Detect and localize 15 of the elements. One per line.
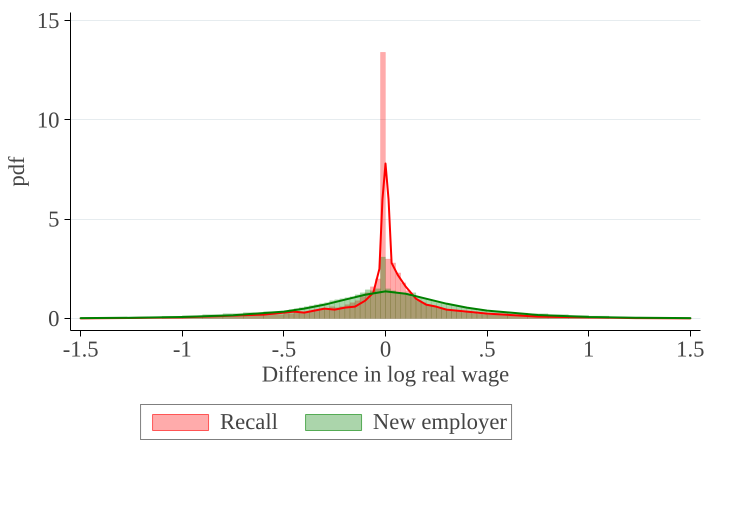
y-tick-label: 0 xyxy=(48,306,60,332)
x-tick-label: -1 xyxy=(172,336,192,362)
y-tick-label: 10 xyxy=(36,107,60,132)
legend-label: New employer xyxy=(372,409,507,435)
legend-label: Recall xyxy=(220,409,278,435)
x-axis-title: Difference in log real wage xyxy=(262,362,510,386)
x-tick-label: -.5 xyxy=(272,336,296,362)
x-tick-label: -1.5 xyxy=(62,336,99,362)
y-axis-title: pdf xyxy=(4,156,29,187)
y-tick-label: 15 xyxy=(36,8,60,33)
x-tick-label: 0 xyxy=(380,336,392,362)
y-tick-label: 5 xyxy=(48,206,60,232)
x-tick-label: 1.5 xyxy=(676,336,705,362)
x-tick-label: 1 xyxy=(583,336,594,362)
x-tick-label: .5 xyxy=(478,336,496,362)
